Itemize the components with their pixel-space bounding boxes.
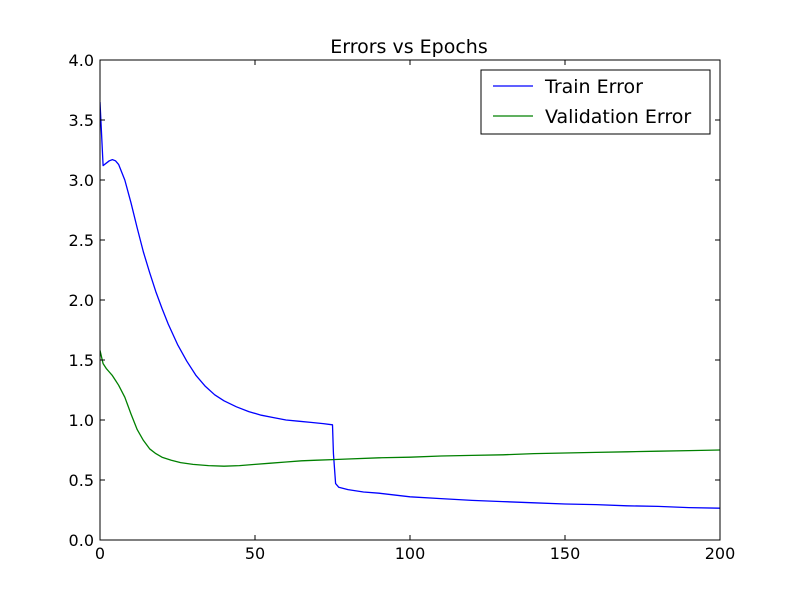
x-tick-label: 150 bbox=[550, 544, 581, 563]
y-tick-label: 1.0 bbox=[69, 411, 94, 430]
y-tick-label: 2.0 bbox=[69, 291, 94, 310]
legend-label-2: Validation Error bbox=[545, 106, 691, 128]
y-tick-label: 0.0 bbox=[69, 531, 94, 550]
x-tick-label: 100 bbox=[395, 544, 426, 563]
series-line-1 bbox=[100, 101, 720, 509]
legend: Train Error Validation Error bbox=[480, 69, 711, 135]
legend-label-1: Train Error bbox=[544, 76, 643, 98]
series-line-2 bbox=[100, 350, 720, 467]
y-tick-label: 3.5 bbox=[69, 111, 94, 130]
y-tick-label: 1.5 bbox=[69, 351, 94, 370]
y-tick-label: 4.0 bbox=[69, 51, 94, 70]
chart-title: Errors vs Epochs bbox=[330, 36, 488, 58]
x-tick-label: 0 bbox=[95, 544, 105, 563]
y-tick-label: 2.5 bbox=[69, 231, 94, 250]
y-tick-label: 0.5 bbox=[69, 471, 94, 490]
legend-box bbox=[480, 69, 711, 135]
x-tick-label: 50 bbox=[245, 544, 265, 563]
y-tick-label: 3.0 bbox=[69, 171, 94, 190]
plot-area bbox=[100, 101, 720, 509]
axes: 0 50 100 150 200 0.0 0.5 1.0 1.5 2.0 2.5 3.0 3.5 4.0 bbox=[69, 51, 736, 563]
x-tick-label: 200 bbox=[705, 544, 736, 563]
